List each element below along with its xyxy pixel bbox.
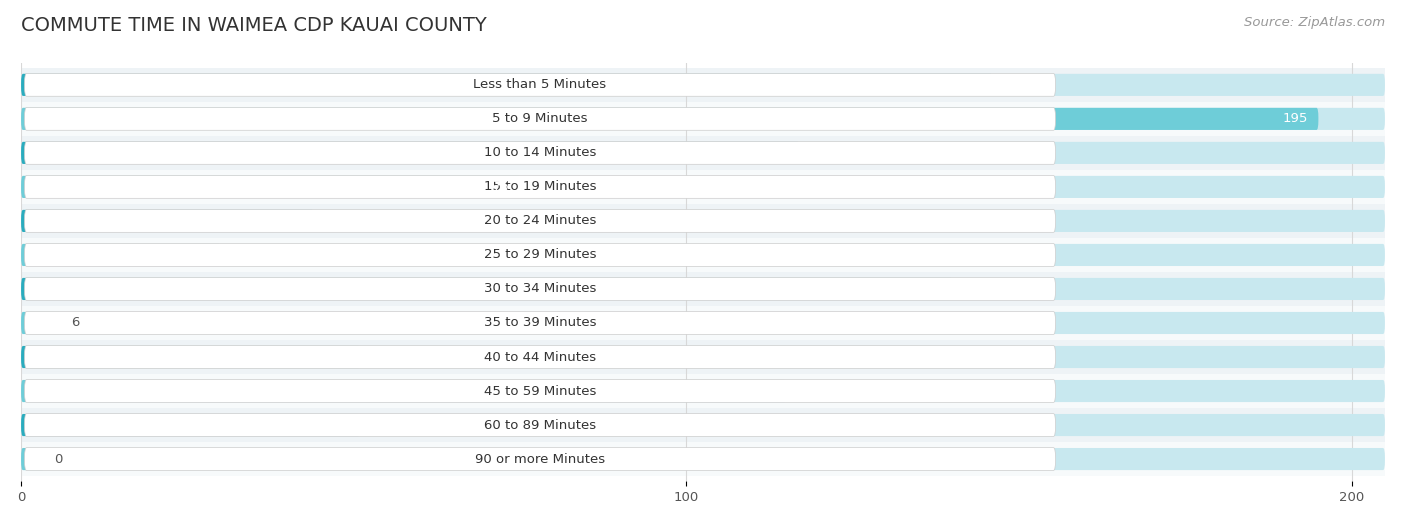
- FancyBboxPatch shape: [24, 142, 1056, 164]
- FancyBboxPatch shape: [21, 176, 520, 198]
- FancyBboxPatch shape: [24, 244, 1056, 266]
- FancyBboxPatch shape: [21, 414, 1385, 436]
- FancyBboxPatch shape: [21, 244, 1385, 266]
- Text: 0: 0: [55, 452, 63, 465]
- Text: 146: 146: [957, 78, 983, 92]
- FancyBboxPatch shape: [21, 74, 993, 96]
- FancyBboxPatch shape: [21, 414, 360, 436]
- FancyBboxPatch shape: [21, 312, 60, 334]
- Text: 30: 30: [194, 248, 211, 262]
- Text: 5 to 9 Minutes: 5 to 9 Minutes: [492, 112, 588, 126]
- FancyBboxPatch shape: [21, 312, 1385, 334]
- FancyBboxPatch shape: [21, 278, 1385, 300]
- FancyBboxPatch shape: [21, 448, 45, 470]
- FancyBboxPatch shape: [24, 414, 1056, 436]
- Text: 40 to 44 Minutes: 40 to 44 Minutes: [484, 350, 596, 363]
- FancyBboxPatch shape: [21, 108, 1319, 130]
- Text: 140: 140: [917, 282, 942, 295]
- Bar: [21, 204, 1385, 238]
- FancyBboxPatch shape: [24, 312, 1056, 334]
- FancyBboxPatch shape: [24, 346, 1056, 368]
- Bar: [21, 306, 1385, 340]
- Text: 10 to 14 Minutes: 10 to 14 Minutes: [484, 146, 596, 160]
- Bar: [21, 101, 1385, 136]
- FancyBboxPatch shape: [21, 448, 1385, 470]
- Text: 117: 117: [763, 146, 790, 160]
- FancyBboxPatch shape: [21, 176, 1385, 198]
- Text: 75: 75: [494, 180, 510, 194]
- FancyBboxPatch shape: [21, 210, 1385, 232]
- Bar: [21, 136, 1385, 170]
- FancyBboxPatch shape: [21, 108, 1385, 130]
- Text: 6: 6: [70, 316, 79, 329]
- Bar: [21, 238, 1385, 272]
- Bar: [21, 442, 1385, 476]
- Text: 60 to 89 Minutes: 60 to 89 Minutes: [484, 418, 596, 431]
- Text: COMMUTE TIME IN WAIMEA CDP KAUAI COUNTY: COMMUTE TIME IN WAIMEA CDP KAUAI COUNTY: [21, 16, 486, 35]
- Bar: [21, 374, 1385, 408]
- Text: 115: 115: [751, 384, 776, 397]
- FancyBboxPatch shape: [24, 210, 1056, 232]
- Bar: [21, 340, 1385, 374]
- FancyBboxPatch shape: [21, 380, 1385, 402]
- Bar: [21, 408, 1385, 442]
- FancyBboxPatch shape: [21, 346, 360, 368]
- FancyBboxPatch shape: [21, 142, 1385, 164]
- FancyBboxPatch shape: [21, 278, 952, 300]
- FancyBboxPatch shape: [24, 176, 1056, 198]
- FancyBboxPatch shape: [24, 278, 1056, 300]
- Text: 30 to 34 Minutes: 30 to 34 Minutes: [484, 282, 596, 295]
- Text: 25 to 29 Minutes: 25 to 29 Minutes: [484, 248, 596, 262]
- Text: 45 to 59 Minutes: 45 to 59 Minutes: [484, 384, 596, 397]
- FancyBboxPatch shape: [21, 244, 221, 266]
- FancyBboxPatch shape: [21, 210, 314, 232]
- Bar: [21, 67, 1385, 102]
- FancyBboxPatch shape: [21, 74, 1385, 96]
- Text: 51: 51: [333, 350, 350, 363]
- Text: Less than 5 Minutes: Less than 5 Minutes: [474, 78, 606, 92]
- FancyBboxPatch shape: [21, 346, 1385, 368]
- Text: 15 to 19 Minutes: 15 to 19 Minutes: [484, 180, 596, 194]
- Text: 35 to 39 Minutes: 35 to 39 Minutes: [484, 316, 596, 329]
- Text: 44: 44: [287, 214, 304, 228]
- FancyBboxPatch shape: [24, 448, 1056, 471]
- Text: 195: 195: [1284, 112, 1309, 126]
- FancyBboxPatch shape: [21, 380, 786, 402]
- FancyBboxPatch shape: [24, 108, 1056, 130]
- Bar: [21, 272, 1385, 306]
- FancyBboxPatch shape: [24, 380, 1056, 402]
- Text: 51: 51: [333, 418, 350, 431]
- Bar: [21, 170, 1385, 204]
- FancyBboxPatch shape: [21, 142, 800, 164]
- Text: 20 to 24 Minutes: 20 to 24 Minutes: [484, 214, 596, 228]
- Text: 90 or more Minutes: 90 or more Minutes: [475, 452, 605, 465]
- FancyBboxPatch shape: [24, 73, 1056, 96]
- Text: Source: ZipAtlas.com: Source: ZipAtlas.com: [1244, 16, 1385, 29]
